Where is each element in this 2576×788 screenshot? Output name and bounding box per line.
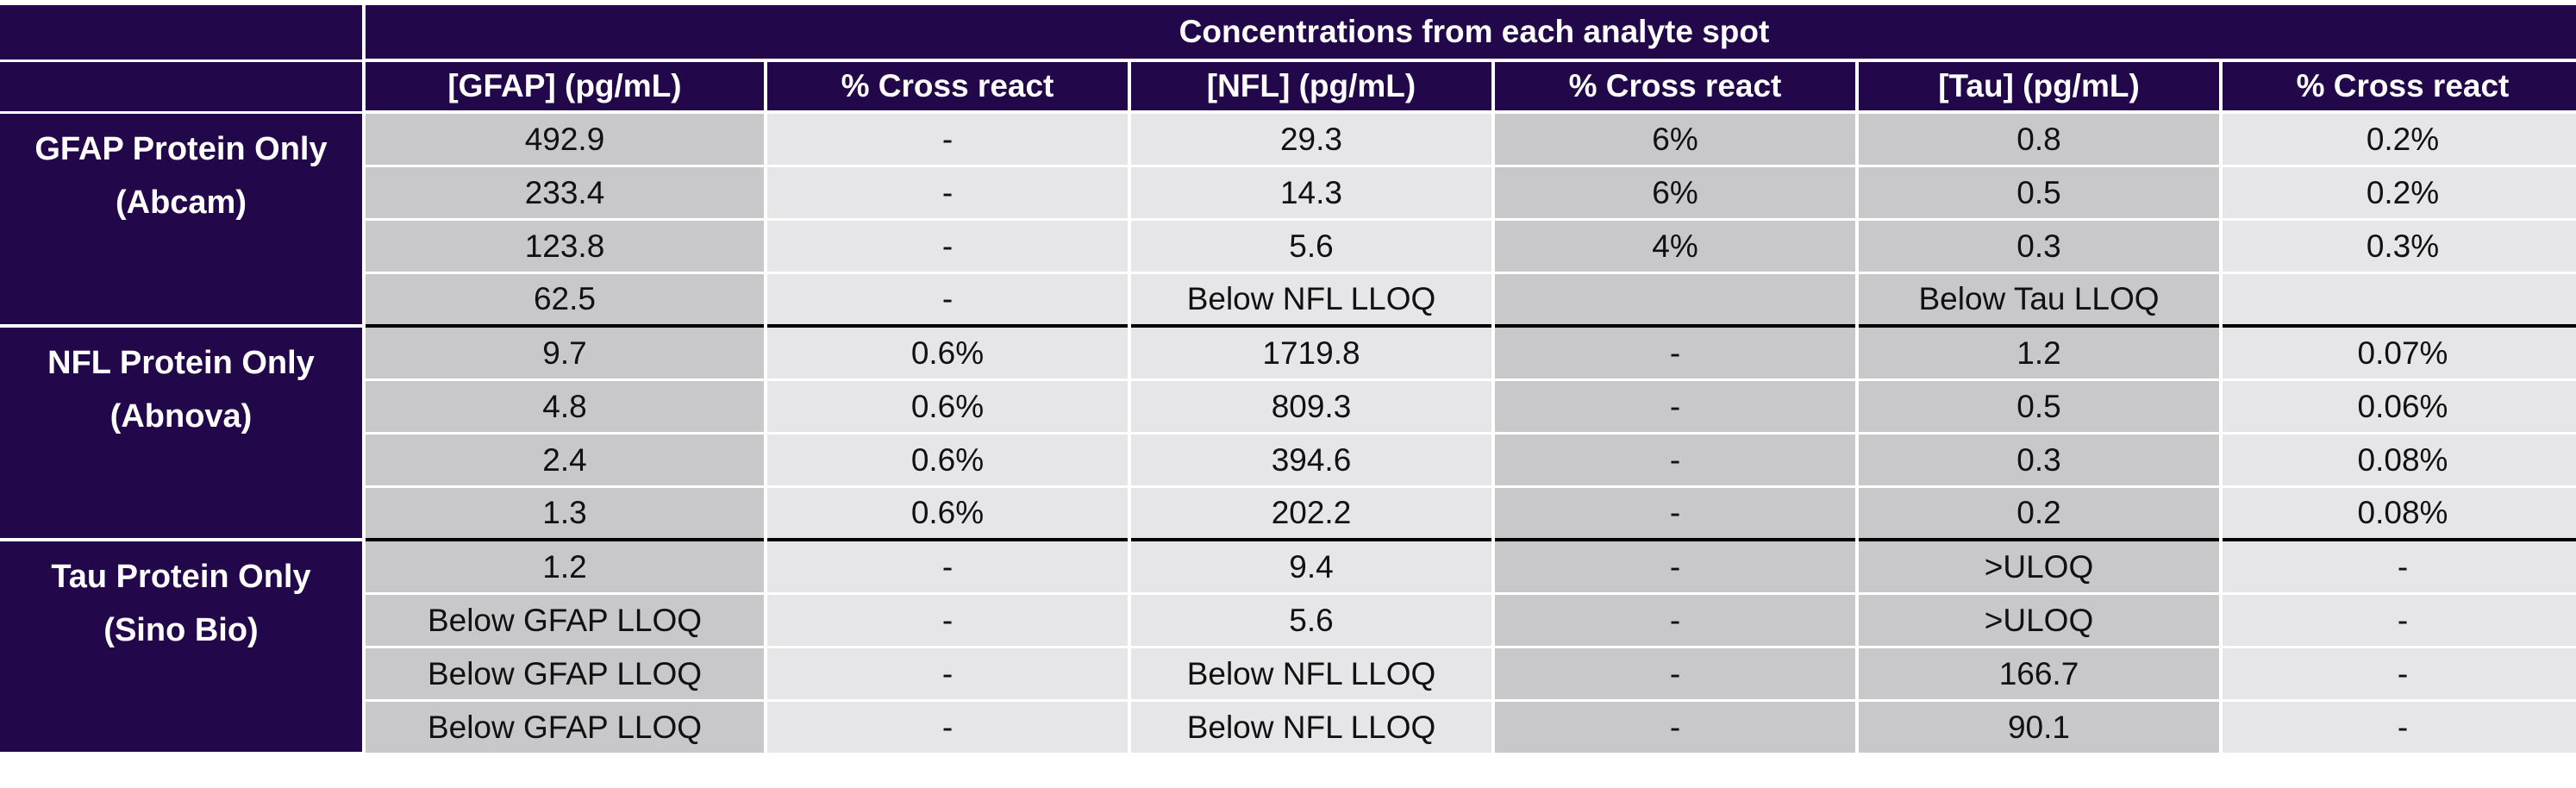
- table-cell: 1.3: [366, 488, 764, 541]
- group-tau-label-line1: Tau Protein Only: [51, 559, 311, 595]
- group-tau-label: Tau Protein Only (Sino Bio): [0, 541, 362, 755]
- table-cell: 0.2%: [2223, 167, 2576, 221]
- table-cell: 0.3: [1859, 435, 2219, 488]
- table-cell: 62.5: [366, 274, 764, 328]
- table-cell: 14.3: [1131, 167, 1491, 221]
- table-cell: 123.8: [366, 221, 764, 274]
- table-cell: -: [1495, 702, 1855, 755]
- table-cell: -: [767, 702, 1128, 755]
- table-cell: -: [2223, 541, 2576, 595]
- table-cell: 0.6%: [767, 488, 1128, 541]
- table-cell: 90.1: [1859, 702, 2219, 755]
- table-cell: -: [2223, 595, 2576, 648]
- table-cell: -: [767, 648, 1128, 702]
- column-header-nfl: [NFL] (pg/mL): [1131, 62, 1491, 114]
- table-title: Concentrations from each analyte spot: [366, 5, 2576, 62]
- table-cell: -: [1495, 595, 1855, 648]
- table-cell: 9.4: [1131, 541, 1491, 595]
- table-cell: -: [767, 221, 1128, 274]
- table-cell: Below NFL LLOQ: [1131, 274, 1491, 328]
- table-corner-2: [0, 62, 362, 114]
- table-cell: 0.07%: [2223, 328, 2576, 381]
- table-cell: 5.6: [1131, 221, 1491, 274]
- table-cell: 6%: [1495, 114, 1855, 167]
- table-cell: [2223, 274, 2576, 328]
- table-cell: -: [767, 595, 1128, 648]
- group-gfap-label-line2: (Abcam): [115, 184, 247, 221]
- table-cell: 0.8: [1859, 114, 2219, 167]
- group-nfl-label: NFL Protein Only (Abnova): [0, 328, 362, 541]
- table-cell: >ULOQ: [1859, 595, 2219, 648]
- column-header-tau-cross-react: % Cross react: [2223, 62, 2576, 114]
- table-cell: 0.08%: [2223, 435, 2576, 488]
- table-cell: 0.6%: [767, 328, 1128, 381]
- table-cell: -: [1495, 488, 1855, 541]
- table-cell: -: [767, 541, 1128, 595]
- table-cell: 0.08%: [2223, 488, 2576, 541]
- table-cell: 9.7: [366, 328, 764, 381]
- table-cell: 0.6%: [767, 381, 1128, 435]
- concentration-table: Concentrations from each analyte spot [G…: [0, 5, 2576, 755]
- table-cell: 0.3%: [2223, 221, 2576, 274]
- group-tau-label-line2: (Sino Bio): [103, 612, 259, 648]
- table-cell: Below GFAP LLOQ: [366, 702, 764, 755]
- table-cell: 809.3: [1131, 381, 1491, 435]
- table-cell: 166.7: [1859, 648, 2219, 702]
- group-nfl-label-line2: (Abnova): [109, 398, 253, 435]
- table-cell: 1719.8: [1131, 328, 1491, 381]
- group-gfap-label: GFAP Protein Only (Abcam): [0, 114, 362, 328]
- table-cell: 0.5: [1859, 167, 2219, 221]
- table-cell: -: [1495, 328, 1855, 381]
- table-cell: 233.4: [366, 167, 764, 221]
- table-cell: 492.9: [366, 114, 764, 167]
- table-cell: 394.6: [1131, 435, 1491, 488]
- table-cell: 0.06%: [2223, 381, 2576, 435]
- table-cell: [1495, 274, 1855, 328]
- table-cell: -: [1495, 648, 1855, 702]
- table-cell: 1.2: [366, 541, 764, 595]
- table-cell: -: [1495, 435, 1855, 488]
- table-cell: 6%: [1495, 167, 1855, 221]
- table-cell: -: [1495, 381, 1855, 435]
- group-nfl-label-line1: NFL Protein Only: [47, 345, 315, 381]
- table-cell: 2.4: [366, 435, 764, 488]
- table-cell: 0.3: [1859, 221, 2219, 274]
- table-cell: -: [2223, 648, 2576, 702]
- table-cell: 1.2: [1859, 328, 2219, 381]
- table-cell: >ULOQ: [1859, 541, 2219, 595]
- table-cell: Below GFAP LLOQ: [366, 595, 764, 648]
- table-cell: -: [767, 167, 1128, 221]
- group-gfap-label-line1: GFAP Protein Only: [34, 131, 328, 167]
- table-cell: -: [2223, 702, 2576, 755]
- table-cell: Below NFL LLOQ: [1131, 648, 1491, 702]
- table-cell: Below NFL LLOQ: [1131, 702, 1491, 755]
- table-cell: -: [767, 274, 1128, 328]
- table-cell: 29.3: [1131, 114, 1491, 167]
- table-cell: -: [1495, 541, 1855, 595]
- table-cell: -: [767, 114, 1128, 167]
- table-cell: 0.5: [1859, 381, 2219, 435]
- table-cell: 0.6%: [767, 435, 1128, 488]
- table-corner: [0, 5, 362, 62]
- table-cell: 5.6: [1131, 595, 1491, 648]
- table-cell: 202.2: [1131, 488, 1491, 541]
- table-cell: Below Tau LLOQ: [1859, 274, 2219, 328]
- table-cell: 0.2%: [2223, 114, 2576, 167]
- table-cell: 0.2: [1859, 488, 2219, 541]
- table-cell: 4%: [1495, 221, 1855, 274]
- column-header-gfap-cross-react: % Cross react: [767, 62, 1128, 114]
- table-cell: Below GFAP LLOQ: [366, 648, 764, 702]
- table-cell: 4.8: [366, 381, 764, 435]
- column-header-gfap: [GFAP] (pg/mL): [366, 62, 764, 114]
- column-header-tau: [Tau] (pg/mL): [1859, 62, 2219, 114]
- column-header-nfl-cross-react: % Cross react: [1495, 62, 1855, 114]
